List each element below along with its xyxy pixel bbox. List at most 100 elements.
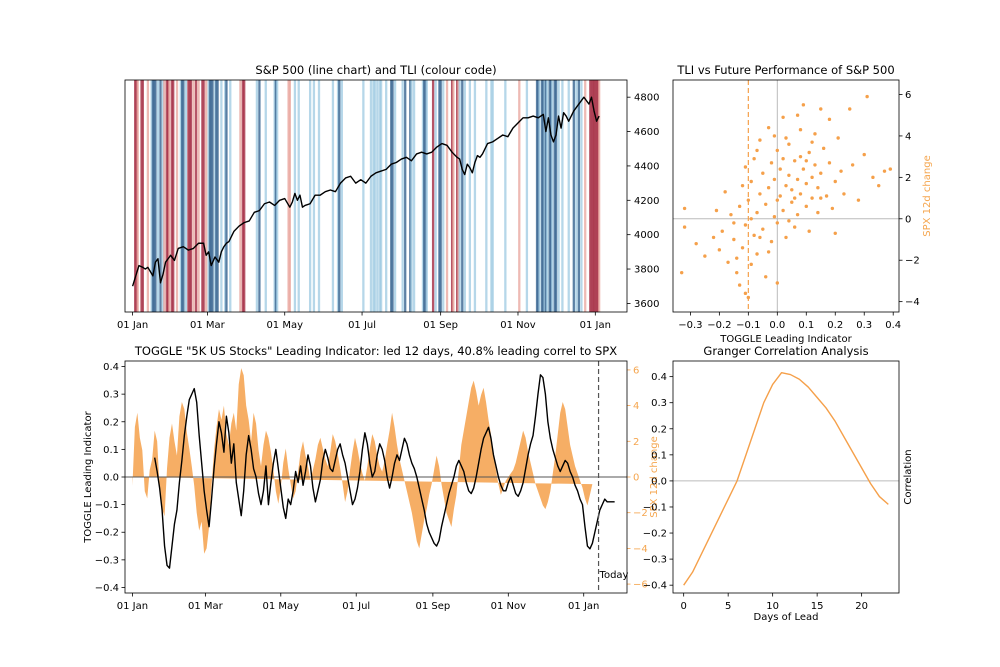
scatter-point [749, 179, 753, 184]
scatter-point [781, 208, 785, 213]
scatter-point [746, 198, 751, 202]
y-tick-label: 0.3 [651, 398, 667, 409]
x-tick-label: 01 May [263, 601, 300, 612]
granger-chart-title: Granger Correlation Analysis [703, 344, 868, 358]
y-tick-label: 0.0 [651, 476, 667, 487]
x-tick-label: 01 Mar [190, 320, 226, 331]
tli-band [216, 80, 219, 312]
scatter-point [810, 196, 814, 200]
scatter-point [819, 107, 823, 111]
x-tick-label: 01 Jan [117, 320, 148, 331]
scatter-point [764, 275, 768, 279]
tli-band [457, 80, 460, 312]
y-tick-label: −0.2 [643, 529, 667, 540]
tli-band [372, 80, 375, 312]
x-tick-label: 0 [680, 601, 686, 612]
tli-band [594, 80, 597, 312]
tli-band [580, 80, 583, 312]
scatter-point [764, 202, 768, 206]
y-tick-label: −0.3 [643, 555, 667, 566]
y-tick-label: 3800 [634, 265, 659, 276]
sp500-price-line [131, 96, 600, 287]
tli-band [373, 80, 376, 312]
x-tick-label: 0.4 [885, 320, 901, 331]
sp500-tli-chart: S&P 500 (line chart) and TLI (colour cod… [117, 63, 660, 331]
scatter-points [679, 94, 893, 300]
scatter-point [810, 140, 814, 144]
tli-band [156, 80, 160, 312]
leading-indicator-chart: TOGGLE "5K US Stocks" Leading Indicator:… [83, 344, 660, 612]
scatter-point [737, 204, 742, 209]
y-tick-label: −0.1 [95, 500, 119, 511]
sp500-plot-frame [124, 79, 628, 313]
y-tick-label: 0.2 [103, 417, 119, 428]
tli-band [239, 80, 242, 312]
tli-band [141, 80, 144, 312]
scatter-point [804, 204, 808, 209]
tli-band [187, 80, 190, 312]
y-tick-label: 4200 [634, 196, 659, 207]
tli-band [549, 80, 553, 312]
tli-band [595, 80, 598, 312]
tli-band [369, 80, 373, 312]
y-tick-label: 3600 [634, 299, 659, 310]
tli-band [575, 80, 578, 312]
scatter-point [792, 225, 797, 229]
x-tick-label: −0.1 [736, 320, 760, 331]
sp500-x-axis: 01 Jan 01 Mar 01 May 01 Jul 01 Sep 01 Nov 01 J… [117, 312, 611, 331]
tli-band [175, 80, 179, 312]
right-y-tick-label: −4 [633, 544, 648, 555]
tli-band [379, 80, 383, 312]
scatter-point [784, 235, 788, 240]
scatter-point [804, 181, 808, 186]
tli-band [546, 80, 549, 312]
tli-band [404, 80, 407, 312]
tli-band [172, 80, 175, 312]
tli-band [168, 80, 171, 312]
scatter-point [775, 198, 780, 202]
right-y-tick-label: 4 [633, 401, 639, 412]
tli-scatter-chart: TLI vs Future Performance of S&P 500 −0.… [672, 63, 933, 345]
scatter-point [833, 179, 837, 184]
tli-band [548, 80, 551, 312]
x-tick-label: 01 Jul [348, 320, 376, 331]
scatter-point [836, 136, 840, 140]
scatter-point [877, 183, 881, 188]
tli-band [491, 80, 494, 312]
scatter-point [807, 150, 811, 155]
y-tick-label: 0.1 [103, 445, 119, 456]
spx-12d-change-area [132, 368, 593, 554]
x-tick-label: 01 May [266, 320, 303, 331]
granger-correlation-line [683, 372, 889, 586]
tli-band [151, 80, 155, 312]
tli-band [208, 80, 212, 312]
scatter-point [798, 154, 803, 159]
tli-band [288, 80, 291, 312]
tli-band [258, 80, 261, 312]
tli-band [434, 80, 437, 312]
scatter-point [827, 117, 832, 122]
scatter-point [755, 252, 759, 256]
tli-band [589, 80, 592, 312]
tli-band [540, 80, 544, 312]
scatter-point [749, 217, 753, 221]
x-tick-label: 01 Jul [342, 601, 370, 612]
tli-band [473, 80, 477, 312]
tli-band [202, 80, 205, 312]
indicator-plot-frame [124, 360, 628, 594]
tli-band [538, 80, 541, 312]
y-tick-label: 0.4 [103, 362, 119, 373]
scatter-point [871, 175, 875, 180]
scatter-point [790, 188, 794, 192]
scatter-point [703, 254, 707, 258]
tli-colour-bands [134, 80, 601, 312]
tli-band [425, 80, 428, 312]
tli-band [220, 80, 223, 312]
tli-band [591, 80, 594, 312]
scatter-point [781, 157, 785, 161]
tli-band [485, 80, 488, 312]
tli-band [165, 80, 169, 312]
tli-band [308, 80, 312, 312]
indicator-x-axis: 01 Jan 01 Mar 01 May 01 Jul 01 Sep 01 Nov 01 J… [117, 593, 599, 612]
scatter-point [801, 167, 806, 171]
